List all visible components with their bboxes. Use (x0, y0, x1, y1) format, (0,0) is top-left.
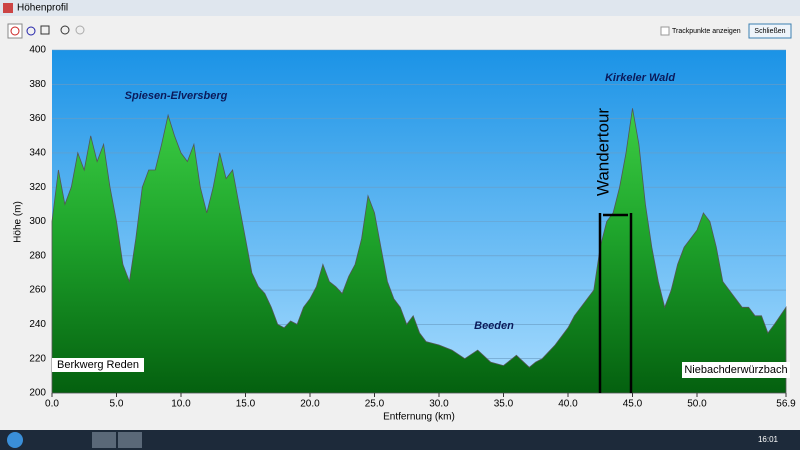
close-button[interactable] (748, 23, 792, 39)
x-tick-label: 20.0 (300, 399, 320, 410)
checkbox-label: Trackpunkte anzeigen (672, 28, 741, 35)
tool-move[interactable] (26, 26, 36, 36)
annotation-background (52, 358, 144, 372)
x-tick-label: 50.0 (687, 399, 707, 410)
taskbar (0, 430, 800, 450)
checkbox[interactable] (660, 26, 670, 36)
tool-icon (10, 26, 20, 36)
annotation-background (682, 362, 790, 378)
y-tick-label: 340 (29, 148, 46, 159)
y-tick-label: 380 (29, 79, 46, 90)
x-tick-label: 10.0 (171, 399, 191, 410)
tool-zoom-in[interactable] (60, 25, 70, 35)
x-tick-label: 56.9 (776, 399, 796, 410)
x-axis-label: Entfernung (km) (383, 412, 455, 423)
y-tick-label: 300 (29, 216, 46, 227)
clock: 16:01 (758, 435, 779, 444)
annotation: Kirkeler Wald (605, 72, 675, 84)
y-tick-label: 400 (29, 45, 46, 56)
y-tick-label: 280 (29, 250, 46, 261)
task-item[interactable] (92, 432, 116, 448)
tool-crosshair[interactable] (7, 23, 23, 39)
y-tick-label: 360 (29, 113, 46, 124)
start-button[interactable] (7, 432, 23, 448)
y-tick-label: 240 (29, 319, 46, 330)
y-axis-label: Höhe (m) (13, 201, 24, 243)
annotation: Niebachderwürzbach (684, 364, 787, 376)
y-tick-label: 220 (29, 353, 46, 364)
x-tick-label: 5.0 (110, 399, 124, 410)
x-tick-label: 15.0 (236, 399, 256, 410)
x-tick-label: 30.0 (429, 399, 449, 410)
close-button-label: Schließen (754, 28, 785, 35)
y-tick-label: 320 (29, 182, 46, 193)
y-tick-label: 260 (29, 285, 46, 296)
app-icon (3, 3, 13, 13)
x-tick-label: 35.0 (494, 399, 514, 410)
x-tick-label: 40.0 (558, 399, 578, 410)
window-title: Höhenprofil (17, 3, 68, 14)
x-tick-label: 45.0 (623, 399, 643, 410)
task-item[interactable] (118, 432, 142, 448)
elevation-area (51, 108, 787, 394)
annotation: Berkwerg Reden (57, 359, 139, 371)
annotation: Spiesen-Elversberg (125, 90, 228, 102)
title-bar (0, 0, 800, 16)
y-tick-label: 200 (29, 388, 46, 399)
x-tick-label: 0.0 (45, 399, 59, 410)
x-tick-label: 25.0 (365, 399, 385, 410)
annotation: Beeden (474, 320, 514, 332)
tool-select[interactable] (40, 25, 50, 35)
tool-zoom-out[interactable] (75, 25, 85, 35)
annotation: Wandertour (593, 108, 612, 197)
